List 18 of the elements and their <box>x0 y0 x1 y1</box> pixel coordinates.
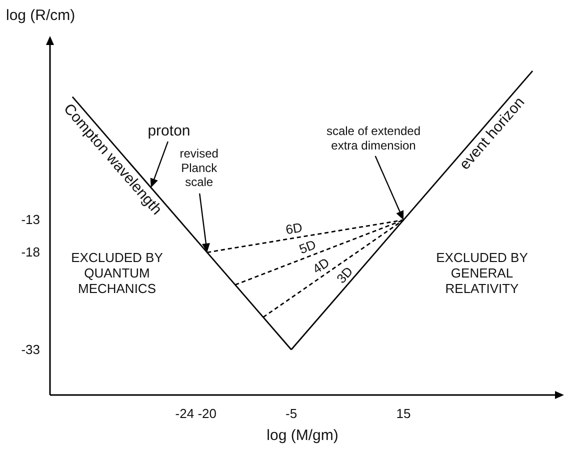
annotation: EXCLUDED BY GENERAL RELATIVITY <box>436 250 528 296</box>
x-axis-title: log (M/gm) <box>266 427 338 444</box>
annotation: revised Planck scale <box>180 146 218 190</box>
annotation: EXCLUDED BY QUANTUM MECHANICS <box>71 250 164 296</box>
x-tick-label: -20 <box>198 406 217 422</box>
annotation: proton <box>148 122 190 140</box>
x-tick-label: 15 <box>396 406 411 422</box>
text: 6D <box>284 220 304 238</box>
annotation: scale of extended extra dimension <box>326 124 421 152</box>
x-tick-label: -24 <box>175 406 194 422</box>
x-tick-label: -5 <box>285 406 298 422</box>
y-axis-title: log (R/cm) <box>6 7 76 24</box>
y-tick-label: -13 <box>21 212 40 228</box>
y-tick-label: -33 <box>21 342 40 357</box>
text: 5D <box>297 236 318 257</box>
annotation: 3D <box>334 264 356 286</box>
text: 4D <box>310 254 332 277</box>
y-tick-label: -18 <box>21 244 40 260</box>
